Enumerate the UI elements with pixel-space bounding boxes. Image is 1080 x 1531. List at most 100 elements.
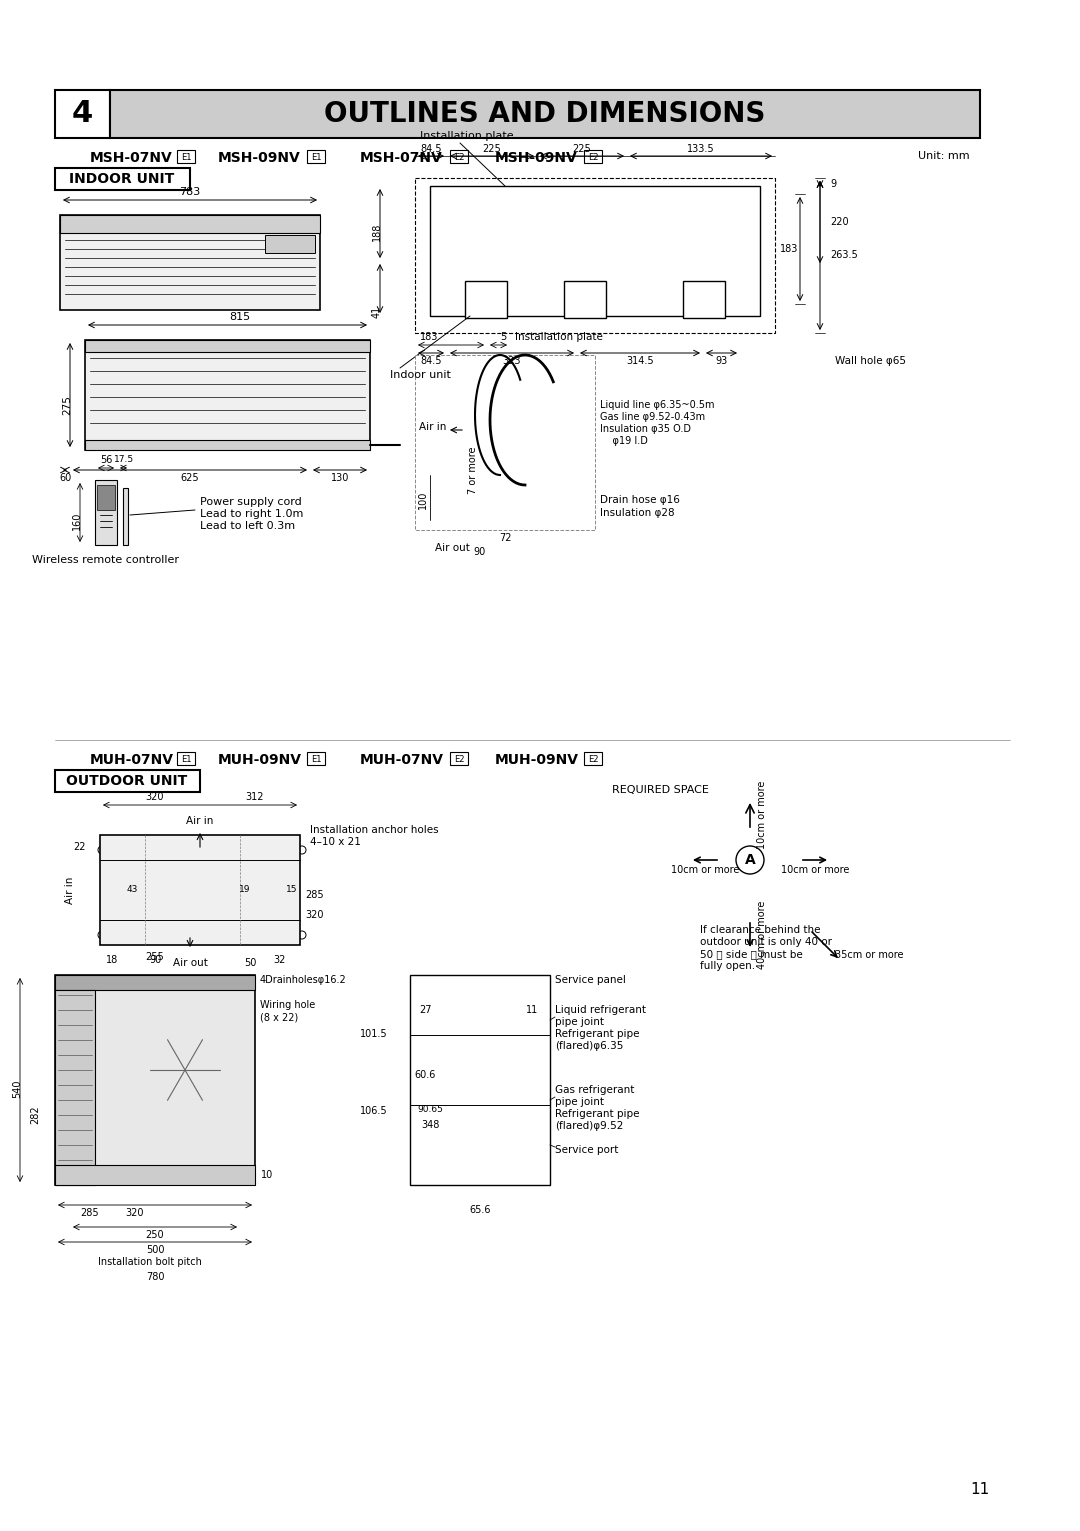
Text: 50: 50 — [244, 958, 256, 968]
Text: Wall hole φ65: Wall hole φ65 — [835, 357, 906, 366]
Text: Service port: Service port — [555, 1145, 619, 1154]
Circle shape — [735, 847, 764, 874]
Bar — [55, 975, 255, 991]
Bar — [465, 282, 507, 318]
Circle shape — [482, 233, 498, 250]
Text: Insulation φ35 O.D: Insulation φ35 O.D — [600, 424, 691, 433]
Text: 35cm or more: 35cm or more — [835, 951, 904, 960]
Text: 320: 320 — [146, 792, 164, 802]
Text: E1: E1 — [180, 755, 191, 764]
Circle shape — [298, 931, 306, 939]
Text: Lead to left 0.3m: Lead to left 0.3m — [200, 521, 295, 531]
Bar — [85, 439, 370, 450]
Text: Liquid refrigerant: Liquid refrigerant — [555, 1004, 646, 1015]
Text: 101.5: 101.5 — [361, 1029, 388, 1040]
Text: 60.6: 60.6 — [415, 1070, 435, 1079]
Text: 625: 625 — [180, 473, 200, 482]
Text: 220: 220 — [831, 217, 849, 227]
Text: Power supply cord: Power supply cord — [200, 498, 301, 507]
Text: MSH-09NV: MSH-09NV — [495, 152, 578, 165]
Text: φ19 I.D: φ19 I.D — [600, 436, 648, 446]
Circle shape — [170, 1055, 200, 1085]
Text: 815: 815 — [229, 312, 251, 322]
Text: Air in: Air in — [187, 816, 214, 827]
Bar — [584, 150, 602, 162]
Bar — [123, 488, 129, 545]
Text: (8 x 22): (8 x 22) — [260, 1012, 298, 1023]
Text: Refrigerant pipe: Refrigerant pipe — [555, 1029, 639, 1040]
Text: 285: 285 — [81, 1208, 99, 1219]
Text: 314.5: 314.5 — [626, 357, 653, 366]
Text: Air in: Air in — [419, 423, 447, 432]
Text: Gas line φ9.52-0.43m: Gas line φ9.52-0.43m — [600, 412, 705, 423]
Bar — [177, 752, 195, 766]
Text: 282: 282 — [30, 1105, 40, 1124]
Text: 60: 60 — [59, 473, 71, 482]
Text: 188: 188 — [372, 224, 382, 242]
Bar — [85, 340, 370, 450]
Text: 27: 27 — [419, 1004, 431, 1015]
Bar — [110, 90, 980, 138]
Text: A: A — [744, 853, 755, 867]
Text: 40cm or more: 40cm or more — [757, 900, 767, 969]
Text: pipe joint: pipe joint — [555, 1017, 604, 1027]
Text: (flared)φ9.52: (flared)φ9.52 — [555, 1121, 623, 1131]
Text: 780: 780 — [146, 1272, 164, 1281]
Text: E2: E2 — [454, 755, 464, 764]
Text: 11: 11 — [526, 1004, 538, 1015]
Bar — [55, 168, 190, 190]
Text: 90: 90 — [149, 955, 161, 965]
Bar — [85, 340, 370, 352]
Bar — [55, 1165, 255, 1185]
Bar — [450, 752, 468, 766]
Text: 7 or more: 7 or more — [468, 446, 478, 495]
Text: E2: E2 — [588, 755, 598, 764]
Text: 65.6: 65.6 — [469, 1205, 490, 1216]
Text: 10cm or more: 10cm or more — [781, 865, 849, 876]
Text: Air out: Air out — [435, 544, 470, 553]
Text: 183: 183 — [420, 332, 438, 341]
Bar — [430, 185, 760, 315]
Bar — [60, 214, 320, 233]
Text: 43: 43 — [126, 885, 137, 894]
Text: E1: E1 — [311, 755, 321, 764]
Circle shape — [472, 1127, 488, 1144]
Text: 15: 15 — [286, 885, 298, 894]
Bar — [415, 178, 775, 334]
Text: 225: 225 — [572, 144, 592, 155]
Text: INDOOR UNIT: INDOOR UNIT — [69, 171, 175, 185]
Text: Refrigerant pipe: Refrigerant pipe — [555, 1108, 639, 1119]
Text: 84.5: 84.5 — [420, 144, 442, 155]
Text: Installation anchor holes: Installation anchor holes — [310, 825, 438, 834]
Text: Indoor unit: Indoor unit — [390, 371, 450, 380]
Bar — [564, 282, 606, 318]
Circle shape — [98, 847, 106, 854]
Text: 10cm or more: 10cm or more — [671, 865, 739, 876]
Bar — [55, 975, 255, 1185]
Text: MUH-09NV: MUH-09NV — [495, 753, 579, 767]
Text: 56: 56 — [99, 455, 112, 465]
Text: Insulation φ28: Insulation φ28 — [600, 508, 675, 517]
Text: 106.5: 106.5 — [361, 1107, 388, 1116]
Bar — [307, 150, 325, 162]
Text: If clearance behind the: If clearance behind the — [700, 925, 821, 935]
Bar — [450, 150, 468, 162]
Bar — [410, 975, 550, 1185]
Bar — [307, 752, 325, 766]
Text: 50 ㎍ side Ⓐ must be: 50 ㎍ side Ⓐ must be — [700, 949, 802, 958]
Text: Air in: Air in — [65, 876, 75, 903]
Text: Liquid line φ6.35~0.5m: Liquid line φ6.35~0.5m — [600, 400, 715, 410]
Text: 90.65: 90.65 — [417, 1105, 443, 1115]
Text: 323: 323 — [503, 357, 522, 366]
Text: 72: 72 — [499, 533, 511, 544]
Text: 275: 275 — [62, 395, 72, 415]
Text: Drain hose φ16: Drain hose φ16 — [600, 495, 680, 505]
Text: MSH-07NV: MSH-07NV — [360, 152, 443, 165]
Text: MSH-07NV: MSH-07NV — [90, 152, 173, 165]
Text: 4: 4 — [71, 100, 93, 129]
Text: 19: 19 — [240, 885, 251, 894]
Text: 84.5: 84.5 — [420, 357, 442, 366]
Text: MUH-09NV: MUH-09NV — [218, 753, 302, 767]
Text: 22: 22 — [73, 842, 86, 851]
Text: 225: 225 — [483, 144, 501, 155]
